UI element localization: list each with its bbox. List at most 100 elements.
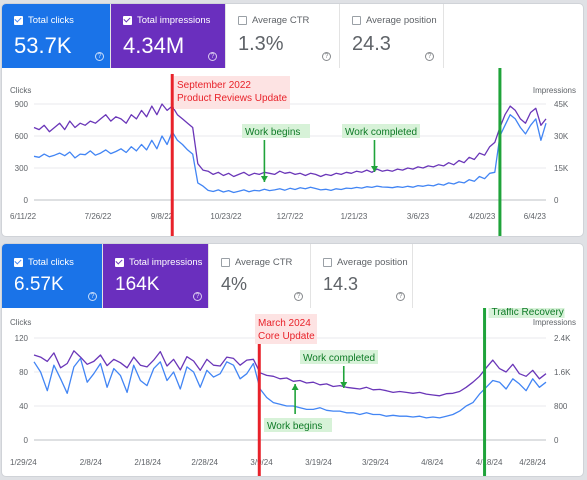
help-icon[interactable]: ? [425, 52, 434, 61]
y-tick-label: 120 [15, 334, 29, 343]
y2-tick-label: 800 [554, 402, 568, 411]
update-label-line-2: Product Reviews Update [177, 93, 287, 104]
work-completed-label: Work completed [345, 127, 417, 138]
average-position-tile[interactable]: Average position 14.3 ? [311, 244, 413, 308]
total-impressions-tile[interactable]: Total impressions 4.34M ? [111, 4, 226, 68]
help-icon[interactable]: ? [208, 52, 217, 61]
average-ctr-tile[interactable]: Average CTR 1.3% ? [226, 4, 340, 68]
tile-label: Total impressions [129, 257, 203, 268]
x-tick-label: 4/20/23 [469, 212, 496, 221]
recovery-label-background [488, 308, 565, 318]
work-begins-arrow-head [260, 176, 268, 182]
help-icon[interactable]: ? [322, 52, 331, 61]
tile-value: 164K [115, 274, 160, 295]
y-axis-label: Clicks [10, 86, 31, 95]
x-tick-label: 10/23/22 [210, 212, 242, 221]
y-tick-label: 0 [24, 436, 29, 445]
tile-value: 1.3% [238, 33, 284, 55]
update-label-background [255, 314, 317, 344]
work-completed-label: Work completed [303, 353, 375, 364]
total-clicks-tile[interactable]: Total clicks 6.57K ? [2, 244, 103, 308]
checkbox-icon[interactable] [14, 16, 23, 25]
x-tick-label: 3/9/24 [250, 458, 273, 467]
y2-tick-label: 30K [554, 132, 569, 141]
y-tick-label: 300 [15, 164, 29, 173]
work-begins-label: Work begins [245, 127, 300, 138]
y-axis-label: Clicks [10, 318, 31, 327]
checkbox-icon[interactable] [221, 258, 230, 267]
work-completed-arrow-head [370, 166, 378, 172]
tile-value: 4% [221, 274, 248, 294]
help-icon[interactable]: ? [95, 52, 104, 61]
x-tick-label: 1/29/24 [10, 458, 37, 467]
y2-tick-label: 0 [554, 436, 559, 445]
tile-value: 4.34M [123, 33, 185, 58]
average-position-tile[interactable]: Average position 24.3 ? [340, 4, 444, 68]
x-tick-label: 12/7/22 [277, 212, 304, 221]
y2-tick-label: 0 [554, 196, 559, 205]
y2-axis-label: Impressions [533, 318, 576, 327]
x-tick-label: 2/8/24 [80, 458, 103, 467]
clicks-series-line [33, 114, 547, 194]
update-label-line-1: March 2024 [258, 318, 311, 329]
tile-value: 24.3 [352, 33, 391, 55]
help-icon[interactable]: ? [396, 292, 405, 301]
x-tick-label: 2/18/24 [134, 458, 161, 467]
x-tick-label: 4/8/24 [421, 458, 444, 467]
x-tick-label: 4/28/24 [519, 458, 546, 467]
tile-label: Average CTR [235, 257, 293, 268]
help-icon[interactable]: ? [294, 292, 303, 301]
checkbox-icon[interactable] [14, 258, 23, 267]
tile-label: Total impressions [137, 15, 211, 26]
help-icon[interactable]: ? [88, 292, 97, 301]
x-tick-label: 6/4/23 [524, 212, 547, 221]
top-report-panel: Total clicks 53.7K ? Total impressions 4… [2, 4, 583, 236]
work-begins-label-background [242, 124, 310, 138]
x-tick-label: 3/29/24 [362, 458, 389, 467]
work-begins-arrow-head [291, 384, 299, 390]
tile-value: 53.7K [14, 33, 72, 58]
tile-label: Average position [337, 257, 408, 268]
x-tick-label: 4/18/24 [476, 458, 503, 467]
y-tick-label: 80 [19, 368, 28, 377]
x-tick-label: 9/8/22 [151, 212, 174, 221]
bottom-report-panel: Total clicks 6.57K ? Total impressions 1… [2, 244, 583, 476]
bottom-performance-chart: 120 2.4K 80 1.6K 40 800 0 0 Clicks Impressions 1/2… [10, 308, 576, 476]
total-impressions-tile[interactable]: Total impressions 164K ? [103, 244, 209, 308]
tile-label: Average position [366, 15, 437, 26]
x-tick-label: 6/11/22 [10, 212, 37, 221]
work-completed-label-background [300, 350, 378, 364]
y-tick-label: 600 [15, 132, 29, 141]
top-performance-chart: 900 45K 600 30K 300 15K 0 0 Clicks Impressions 6/1… [10, 68, 576, 236]
y2-tick-label: 2.4K [554, 334, 571, 343]
y-tick-label: 0 [24, 196, 29, 205]
total-clicks-tile[interactable]: Total clicks 53.7K ? [2, 4, 111, 68]
recovery-label: Traffic Recovery [492, 308, 564, 318]
work-begins-label-background [264, 418, 332, 432]
checkbox-icon[interactable] [123, 16, 132, 25]
checkbox-icon[interactable] [238, 16, 247, 25]
x-tick-label: 2/28/24 [191, 458, 218, 467]
average-ctr-tile[interactable]: Average CTR 4% ? [209, 244, 311, 308]
update-label-line-2: Core Update [258, 331, 315, 342]
update-label-line-1: September 2022 [177, 80, 251, 91]
impressions-series-line [33, 350, 547, 397]
tile-value: 14.3 [323, 274, 359, 294]
work-begins-label: Work begins [267, 421, 322, 432]
y2-tick-label: 15K [554, 164, 569, 173]
help-icon[interactable]: ? [193, 292, 202, 301]
checkbox-icon[interactable] [115, 258, 124, 267]
checkbox-icon[interactable] [323, 258, 332, 267]
y-tick-label: 40 [19, 402, 28, 411]
clicks-series-line [33, 357, 547, 419]
y2-axis-label: Impressions [533, 86, 576, 95]
impressions-series-line [33, 103, 547, 178]
y-tick-label: 900 [15, 100, 29, 109]
update-label-background [174, 76, 290, 109]
checkbox-icon[interactable] [352, 16, 361, 25]
tile-label: Average CTR [252, 15, 310, 26]
x-tick-label: 7/26/22 [85, 212, 112, 221]
work-completed-arrow-head [340, 382, 348, 388]
x-tick-label: 3/6/23 [407, 212, 430, 221]
tile-label: Total clicks [28, 15, 74, 26]
